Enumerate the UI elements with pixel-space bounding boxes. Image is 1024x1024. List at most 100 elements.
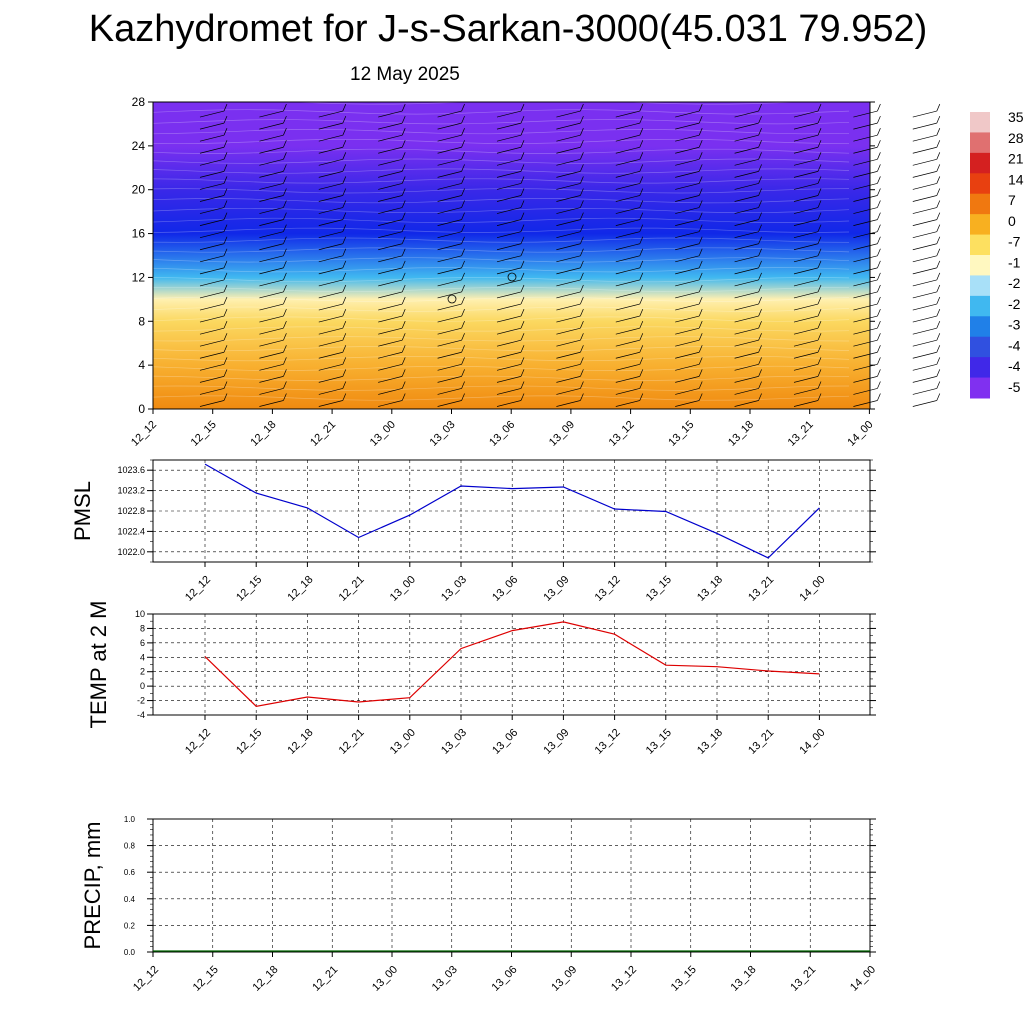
wind-barb-flag: [877, 272, 881, 281]
wind-barb: [734, 195, 759, 202]
wind-barb: [199, 195, 225, 202]
wind-barb: [734, 183, 759, 190]
colorbar-label: 35: [1008, 109, 1024, 125]
wind-barb-flag: [877, 188, 881, 196]
wind-barb-flag: [936, 272, 941, 281]
wind-barb-flag: [936, 381, 941, 389]
x-tick-label: 12_21: [308, 419, 338, 449]
wind-barb-flag: [877, 393, 881, 401]
x-tick-label: 13_09: [549, 964, 579, 994]
wind-barb: [259, 339, 284, 347]
wind-barb-flag: [817, 140, 822, 148]
wind-barb: [734, 134, 759, 142]
wind-barb: [199, 243, 225, 251]
colorbar-swatch: [970, 316, 990, 338]
wind-barb: [853, 327, 878, 335]
colorbar-label: 28: [1008, 130, 1024, 146]
wind-barb-flag: [817, 345, 822, 353]
wind-barb: [853, 195, 878, 202]
y-tick-label: 0.2: [124, 921, 136, 930]
wind-barb-flag: [283, 296, 287, 305]
wind-barb: [853, 339, 878, 347]
wind-barb: [556, 363, 581, 371]
wind-barb: [793, 327, 819, 335]
wind-barb-flag: [283, 369, 287, 377]
x-tick-label: 13_15: [644, 574, 674, 604]
wind-barb: [793, 303, 819, 311]
x-tick-label: 13_15: [644, 727, 674, 757]
wind-barb-flag: [639, 128, 644, 136]
wind-barb-flag: [758, 296, 762, 305]
wind-barb-flag: [698, 152, 703, 160]
wind-barb: [853, 400, 878, 407]
wind-barb: [496, 303, 522, 311]
wind-barb-flag: [758, 321, 762, 329]
wind-barb-flag: [401, 308, 406, 317]
wind-barb: [378, 376, 403, 383]
wind-barb-flag: [817, 284, 822, 293]
wind-barb: [437, 400, 462, 407]
wind-barb-flag: [758, 115, 762, 124]
wind-barb-flag: [877, 152, 881, 160]
wind-barb-flag: [698, 284, 703, 293]
wind-barb-flag: [877, 128, 881, 136]
pmsl-axis-title: PMSL: [70, 481, 95, 541]
wind-barb: [853, 146, 878, 154]
colorbar-label: 21: [1008, 151, 1024, 167]
wind-barb: [556, 134, 581, 142]
wind-barb: [318, 243, 343, 251]
wind-barb-flag: [342, 272, 347, 281]
wind-barb: [734, 207, 759, 214]
wind-barb: [437, 351, 462, 359]
wind-barb: [734, 171, 759, 178]
calm-wind-marker: [507, 272, 517, 282]
wind-barb-flag: [817, 164, 822, 172]
wind-barb: [437, 146, 462, 154]
wind-barb: [437, 110, 462, 118]
wind-barb: [675, 315, 700, 323]
wind-barb-flag: [520, 357, 525, 365]
wind-barb: [556, 376, 581, 383]
wind-barb-flag: [461, 176, 465, 184]
wind-barb-flag: [461, 393, 465, 401]
wind-barb: [675, 207, 700, 214]
x-tick-label: 13_18: [726, 419, 756, 449]
wind-barb: [378, 183, 403, 190]
contour-line: [152, 326, 850, 332]
wind-barb-flag: [283, 152, 287, 160]
wind-barb: [259, 231, 284, 239]
wind-barb-flag: [698, 248, 703, 256]
wind-barb-flag: [817, 176, 822, 184]
wind-barb: [259, 388, 284, 395]
wind-barb: [853, 231, 878, 239]
wind-barb-flag: [223, 212, 228, 220]
wind-barb-flag: [817, 236, 822, 244]
y-tick-label: 1.0: [124, 815, 136, 824]
wind-barb-flag: [223, 200, 228, 208]
wind-barb: [615, 255, 640, 263]
contour-line: [152, 375, 850, 381]
y-tick-label: 16: [132, 227, 146, 241]
wind-barb: [318, 183, 343, 190]
wind-barb-flag: [877, 224, 881, 232]
wind-barb-flag: [639, 357, 644, 365]
wind-barb: [615, 158, 640, 166]
wind-barb-flag: [639, 284, 644, 293]
wind-barb: [556, 122, 581, 130]
x-tick-label: 13_09: [541, 574, 571, 604]
contour-line: [152, 198, 850, 204]
wind-barb: [912, 183, 937, 190]
wind-barb-flag: [936, 393, 941, 401]
x-tick-label: 13_21: [788, 964, 818, 994]
colorbar-swatch: [970, 112, 990, 133]
wind-barb-flag: [936, 224, 941, 232]
wind-barb: [437, 171, 462, 178]
pmsl-series-line: [204, 463, 820, 559]
wind-barb-flag: [580, 212, 584, 220]
wind-barb: [378, 134, 403, 142]
wind-barb-flag: [580, 103, 584, 112]
y-tick-label: 2: [140, 667, 145, 677]
contour-line: [152, 346, 850, 352]
wind-barb: [199, 183, 225, 190]
wind-barb: [793, 243, 819, 251]
